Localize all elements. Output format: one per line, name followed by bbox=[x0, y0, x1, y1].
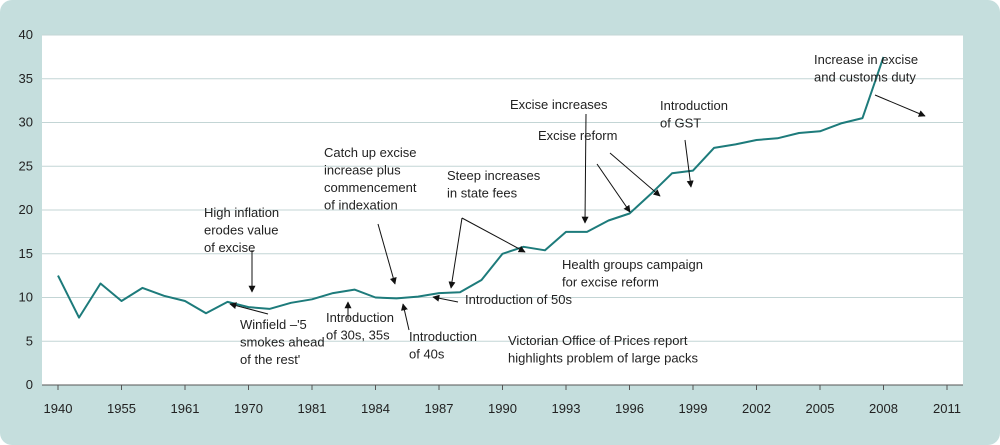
annotation-text: of 40s bbox=[409, 347, 445, 362]
x-tick-label: 1970 bbox=[234, 401, 263, 416]
y-tick-label: 15 bbox=[19, 246, 33, 261]
annotation-arrow bbox=[377, 223, 397, 285]
annotation-text: erodes value bbox=[204, 223, 278, 238]
x-tick-label: 1981 bbox=[298, 401, 327, 416]
x-tick-label: 1961 bbox=[171, 401, 200, 416]
x-tick-label: 1987 bbox=[425, 401, 454, 416]
y-tick-label: 40 bbox=[19, 27, 33, 42]
annotation-text: commencement bbox=[324, 180, 417, 195]
annotation-text: Introduction bbox=[326, 310, 394, 325]
annotation-arrows bbox=[229, 94, 926, 331]
annotation-arrow bbox=[432, 294, 459, 303]
annotation-text: High inflation bbox=[204, 205, 279, 220]
y-tick-label: 25 bbox=[19, 158, 33, 173]
annotation-arrow bbox=[609, 152, 661, 197]
annotation-arrow bbox=[461, 217, 526, 253]
annotation-text: Excise reform bbox=[538, 128, 617, 143]
annotation-arrow bbox=[401, 303, 410, 331]
y-tick-label: 30 bbox=[19, 115, 33, 130]
annotation-text: of 30s, 35s bbox=[326, 328, 390, 343]
annotation-text: Catch up excise bbox=[324, 145, 417, 160]
x-tick-label: 1984 bbox=[361, 401, 390, 416]
annotation-text: and customs duty bbox=[814, 70, 916, 85]
y-axis: 0 5 10 15 20 25 30 35 40 bbox=[19, 27, 33, 392]
annotation-text: smokes ahead bbox=[240, 335, 325, 350]
annotation-arrow bbox=[684, 139, 694, 188]
x-axis: 1940 1955 1961 1970 1981 1984 1987 1990 1993 1996… bbox=[44, 385, 961, 416]
x-tick-label: 2002 bbox=[742, 401, 771, 416]
annotation-text: of indexation bbox=[324, 198, 398, 213]
x-tick-label: 1996 bbox=[615, 401, 644, 416]
annotation-text: Introduction bbox=[660, 98, 728, 113]
x-tick-label: 1990 bbox=[488, 401, 517, 416]
annotation-text: Winfield –'5 bbox=[240, 317, 307, 332]
annotation-text: of excise bbox=[204, 240, 255, 255]
annotation-text: Steep increases bbox=[447, 168, 541, 183]
x-tick-label: 1993 bbox=[552, 401, 581, 416]
annotation-text: Victorian Office of Prices report bbox=[508, 333, 688, 348]
annotation-text: Increase in excise bbox=[814, 52, 918, 67]
annotation-text: Health groups campaign bbox=[562, 257, 703, 272]
annotation-text: highlights problem of large packs bbox=[508, 351, 699, 366]
y-tick-label: 35 bbox=[19, 71, 33, 86]
y-tick-label: 0 bbox=[26, 377, 33, 392]
x-tick-label: 1940 bbox=[44, 401, 73, 416]
x-tick-label: 1955 bbox=[107, 401, 136, 416]
annotation-arrow bbox=[874, 94, 926, 117]
annotations: High inflation erodes value of excise Winfi… bbox=[204, 52, 918, 367]
grid-lines bbox=[42, 34, 963, 386]
annotation-text: Excise increases bbox=[510, 97, 608, 112]
annotation-text: Introduction of 50s bbox=[465, 292, 572, 307]
annotation-arrow bbox=[448, 217, 463, 289]
annotation-text: for excise reform bbox=[562, 275, 659, 290]
annotation-arrow bbox=[596, 163, 631, 213]
annotation-arrow bbox=[229, 302, 269, 315]
series-group bbox=[57, 56, 885, 319]
annotation-text: in state fees bbox=[447, 186, 518, 201]
x-tick-label: 1999 bbox=[679, 401, 708, 416]
x-tick-label: 2008 bbox=[869, 401, 898, 416]
x-tick-label: 2005 bbox=[806, 401, 835, 416]
annotation-text: increase plus bbox=[324, 163, 401, 178]
y-tick-label: 5 bbox=[26, 333, 33, 348]
y-tick-label: 20 bbox=[19, 202, 33, 217]
annotation-text: Introduction bbox=[409, 329, 477, 344]
y-tick-label: 10 bbox=[19, 290, 33, 305]
series-line bbox=[57, 56, 885, 319]
annotation-text: of the rest' bbox=[240, 352, 300, 367]
annotation-arrow bbox=[581, 113, 589, 224]
x-tick-label: 2011 bbox=[933, 401, 961, 416]
annotation-text: of GST bbox=[660, 116, 701, 131]
